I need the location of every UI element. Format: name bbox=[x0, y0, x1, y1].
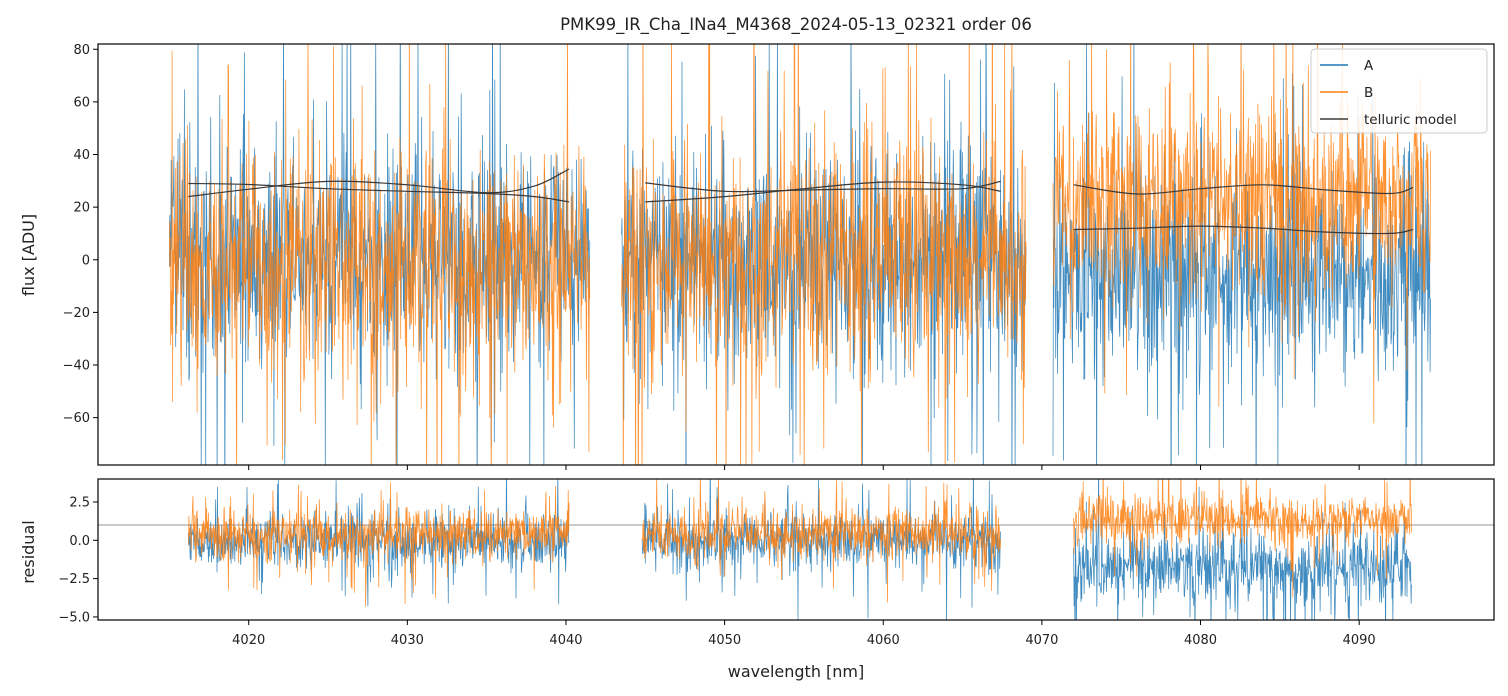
residual-ylabel: residual bbox=[19, 520, 38, 583]
xtick-label-3: 4050 bbox=[708, 633, 741, 648]
telluric-model-segment-1-lower bbox=[188, 168, 570, 198]
flux-panel: −60 −40 −20 0 20 40 60 80 flux [ADU] bbox=[19, 43, 1495, 470]
chart-title: PMK99_IR_Cha_INa4_M4368_2024-05-13_02321… bbox=[560, 15, 1032, 35]
xtick-label-7: 4090 bbox=[1343, 633, 1376, 648]
flux-axis-ticks: −60 −40 −20 0 20 40 60 80 bbox=[63, 43, 1360, 470]
residual-data-area bbox=[98, 479, 1494, 620]
flux-ytick-label-4: 20 bbox=[73, 201, 90, 216]
flux-panel-frame bbox=[97, 43, 1495, 466]
xtick-label-1: 4030 bbox=[391, 633, 424, 648]
xtick-label-0: 4020 bbox=[232, 633, 265, 648]
legend-label-a: A bbox=[1364, 58, 1374, 74]
flux-ytick-label-1: −40 bbox=[63, 359, 90, 374]
telluric-model-segment-3-lower bbox=[1073, 225, 1414, 235]
x-axis-label: wavelength [nm] bbox=[728, 662, 865, 681]
flux-series-b-segment-2 bbox=[621, 44, 1027, 465]
flux-ytick-label-3: 0 bbox=[82, 253, 90, 268]
flux-ytick-label-5: 40 bbox=[73, 148, 90, 163]
residual-series-b-segment-2 bbox=[641, 479, 1001, 603]
flux-series-b-segment-1 bbox=[169, 44, 591, 465]
flux-series-a-segment-3 bbox=[1052, 44, 1431, 465]
flux-ytick-label-7: 80 bbox=[73, 43, 90, 58]
flux-ytick-label-6: 60 bbox=[73, 95, 90, 110]
residual-ytick-label-0: −5.0 bbox=[58, 610, 90, 625]
xtick-label-2: 4040 bbox=[549, 633, 582, 648]
legend-box bbox=[1310, 48, 1488, 134]
telluric-model-segment-2-upper bbox=[645, 180, 1001, 193]
flux-ylabel: flux [ADU] bbox=[19, 214, 38, 296]
legend-label-b: B bbox=[1364, 85, 1373, 101]
flux-series-b-segment-3 bbox=[1052, 44, 1431, 424]
residual-ytick-label-3: 2.5 bbox=[69, 495, 90, 510]
residual-panel: −5.0 −2.5 0.0 2.5 4020 4030 4040 4050 4060 4070 40… bbox=[19, 478, 1495, 648]
residual-series-a-segment-3 bbox=[1073, 479, 1412, 620]
legend: A B telluric model bbox=[1310, 48, 1488, 134]
telluric-model-segment-2-lower bbox=[645, 181, 1001, 203]
residual-series-b-segment-3 bbox=[1073, 479, 1412, 598]
residual-ytick-label-2: 0.0 bbox=[69, 534, 90, 549]
telluric-model-segment-1-upper bbox=[188, 182, 570, 203]
flux-ytick-label-0: −60 bbox=[63, 411, 90, 426]
flux-data-area bbox=[169, 44, 1431, 465]
telluric-model-segment-3-upper bbox=[1073, 184, 1414, 195]
residual-axis-ticks: −5.0 −2.5 0.0 2.5 4020 4030 4040 4050 4060 4070 40… bbox=[58, 495, 1375, 648]
residual-panel-frame bbox=[97, 478, 1495, 621]
flux-ytick-label-2: −20 bbox=[63, 306, 90, 321]
residual-series-b-segment-1 bbox=[188, 482, 570, 607]
xtick-label-4: 4060 bbox=[867, 633, 900, 648]
xtick-label-5: 4070 bbox=[1025, 633, 1058, 648]
residual-ytick-label-1: −2.5 bbox=[58, 572, 90, 587]
xtick-label-6: 4080 bbox=[1184, 633, 1217, 648]
flux-series-a-segment-2 bbox=[621, 44, 1027, 465]
legend-label-telluric: telluric model bbox=[1364, 112, 1457, 128]
